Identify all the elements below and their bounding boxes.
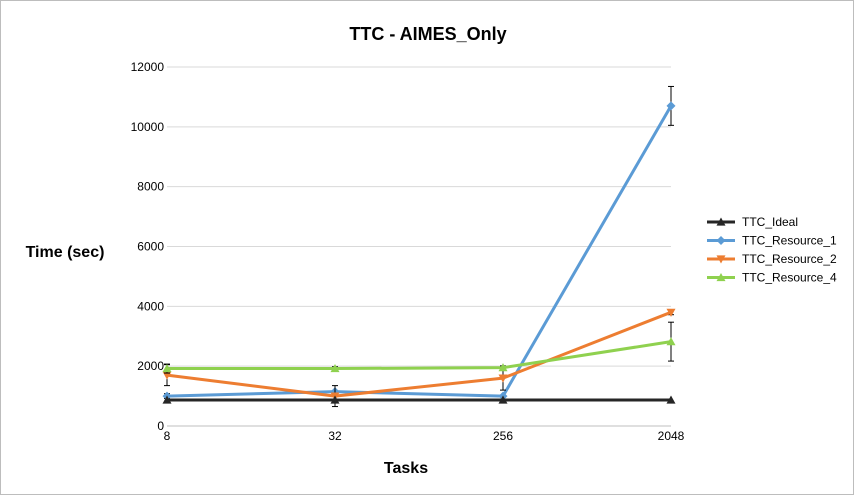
series-ttc-ideal (162, 395, 676, 404)
data-point (330, 395, 340, 404)
data-point (498, 395, 508, 404)
data-point (666, 101, 676, 111)
y-tick-label: 12000 (131, 60, 165, 74)
data-point (162, 371, 172, 380)
y-tick-label: 10000 (131, 120, 165, 134)
x-tick-label: 8 (164, 429, 171, 443)
series-line (166, 105, 673, 398)
gridlines (167, 66, 671, 367)
x-tick-label: 2048 (658, 429, 685, 443)
legend-item: TTC_Resource_1 (707, 234, 837, 248)
data-point (716, 273, 726, 282)
x-tick-label: 32 (328, 429, 342, 443)
legend-label: TTC_Ideal (742, 215, 798, 229)
data-point (666, 308, 676, 317)
y-tick-label: 4000 (137, 299, 164, 313)
series-line (167, 340, 672, 371)
data-point (330, 364, 340, 373)
legend-label: TTC_Resource_4 (742, 271, 837, 285)
x-axis-ticks: 8 32 256 2048 (164, 429, 685, 443)
y-tick-label: 2000 (137, 359, 164, 373)
y-axis-label: Time (sec) (26, 244, 105, 261)
series-line (166, 310, 672, 398)
y-tick-label: 8000 (137, 180, 164, 194)
data-point (666, 337, 676, 346)
data-point (716, 255, 726, 264)
data-point (716, 236, 726, 245)
data-point (498, 363, 508, 372)
legend: TTC_Ideal TTC_Resource_1 TTC_Resource_2 TTC… (707, 215, 837, 285)
data-series (162, 85, 676, 408)
legend-item: TTC_Resource_4 (707, 271, 837, 285)
data-point (716, 217, 726, 226)
chart-title: TTC - AIMES_Only (349, 24, 506, 44)
x-tick-label: 256 (493, 429, 513, 443)
data-point (498, 374, 508, 383)
y-tick-label: 0 (157, 419, 164, 433)
legend-item: TTC_Resource_2 (707, 252, 837, 266)
series-ttc-resource-4 (162, 321, 676, 374)
data-point (162, 395, 172, 404)
y-tick-label: 6000 (137, 240, 164, 254)
series-ttc-resource-2 (162, 308, 676, 408)
data-point (162, 364, 172, 373)
legend-label: TTC_Resource_2 (742, 252, 837, 266)
legend-item: TTC_Ideal (707, 215, 798, 229)
y-axis-ticks: 0 2000 4000 6000 8000 10000 12000 (131, 60, 165, 433)
x-axis-label: Tasks (384, 460, 428, 477)
data-point (666, 395, 676, 404)
legend-label: TTC_Resource_1 (742, 234, 837, 248)
